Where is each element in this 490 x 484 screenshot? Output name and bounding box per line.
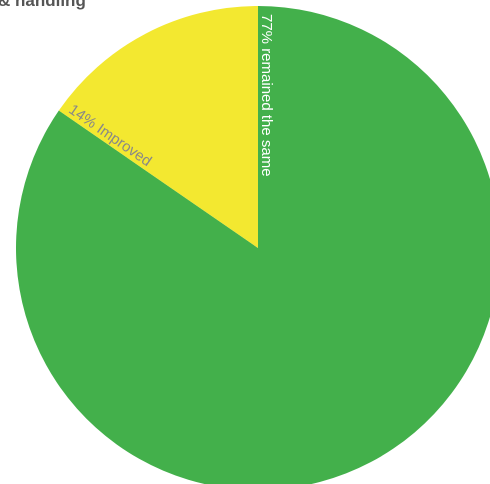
chart-title: & handling: [0, 0, 86, 10]
pie-slice-1: [58, 6, 258, 248]
pie-slice-0: [16, 6, 490, 484]
pie-slices: [16, 6, 490, 484]
pie-slice-label-0: 77% remained the same: [258, 14, 275, 177]
